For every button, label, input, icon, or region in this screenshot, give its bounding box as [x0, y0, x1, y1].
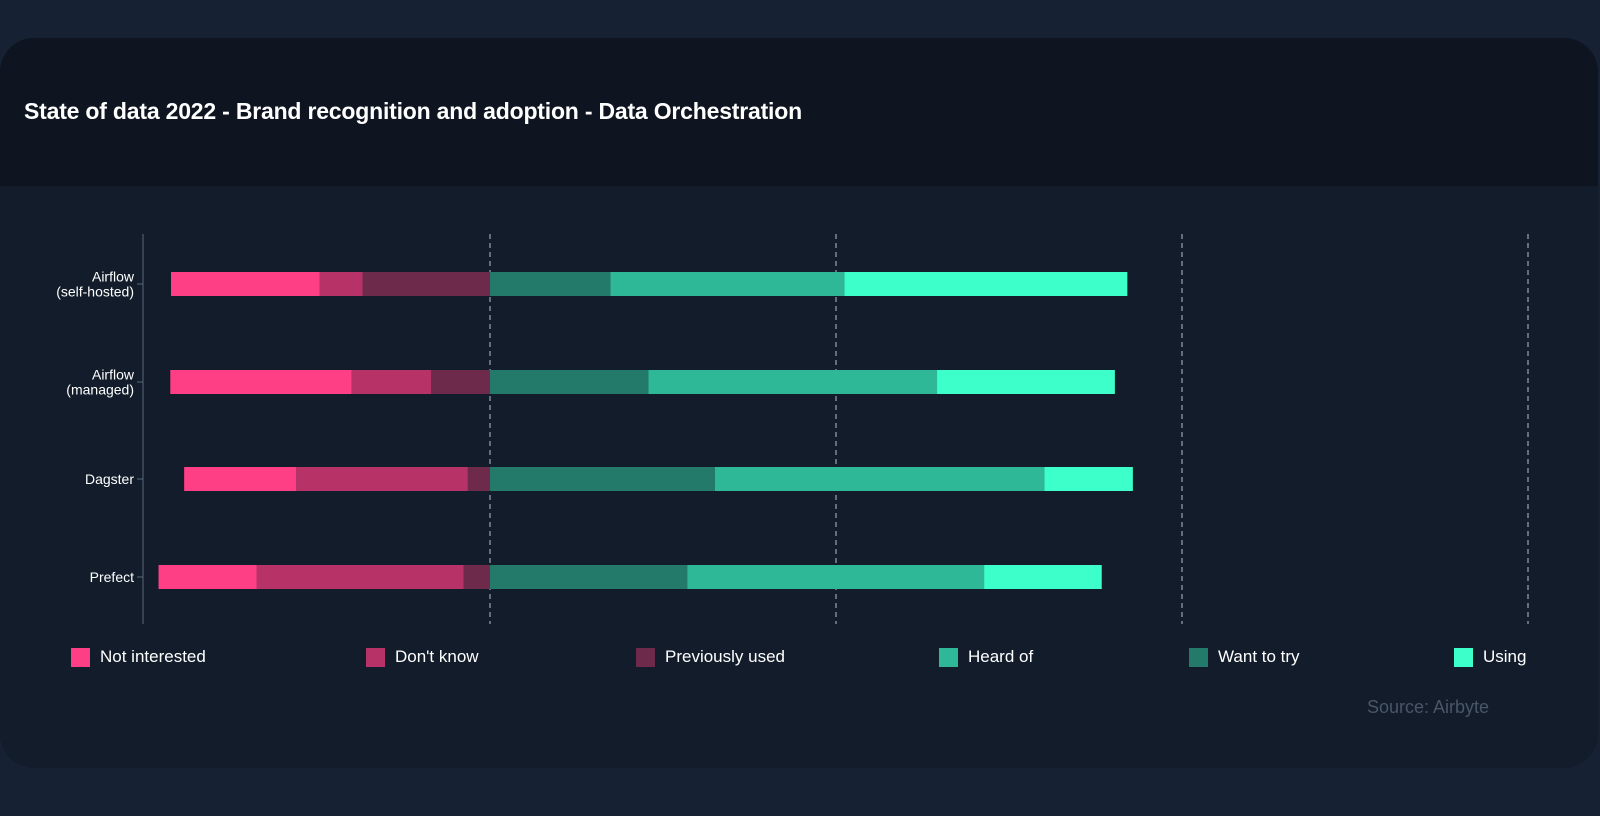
bar-don-t-know [319, 272, 363, 296]
legend-label: Using [1483, 647, 1527, 666]
category-label: Prefect [90, 569, 134, 585]
chart-card: State of data 2022 - Brand recognition a… [0, 38, 1598, 768]
bar-don-t-know [256, 565, 464, 589]
bar-previously-used [463, 565, 490, 589]
bar-want-to-try [490, 272, 611, 296]
legend-item-previously-used: Previously used [636, 646, 785, 668]
bar-not-interested [184, 467, 297, 491]
category-label-line: Prefect [90, 569, 134, 585]
bar-want-to-try [490, 565, 688, 589]
legend-item-using: Using [1454, 646, 1526, 668]
legend-label: Not interested [100, 647, 206, 666]
category-label-line: Dagster [85, 471, 134, 487]
bar-don-t-know [351, 370, 432, 394]
legend-label: Previously used [665, 647, 786, 666]
legend-item-heard-of: Heard of [939, 646, 1033, 668]
category-label: Dagster [85, 471, 134, 487]
bar-not-interested [158, 565, 257, 589]
legend-label: Heard of [968, 647, 1034, 666]
bar-using [844, 272, 1128, 296]
bar-heard-of [714, 467, 1045, 491]
bar-using [1044, 467, 1133, 491]
bar-want-to-try [490, 467, 715, 491]
legend-swatch [71, 647, 90, 667]
legend-swatch [939, 647, 958, 667]
bar-previously-used [431, 370, 490, 394]
legend-swatch [366, 647, 385, 667]
category-label-line: (self-hosted) [56, 284, 134, 300]
category-label-line: (managed) [66, 382, 134, 398]
chart-title: State of data 2022 - Brand recognition a… [24, 98, 802, 124]
legend-item-not-interested: Not interested [71, 646, 206, 668]
bar-not-interested [170, 370, 352, 394]
legend-item-want-to-try: Want to try [1189, 646, 1300, 668]
legend-label: Want to try [1218, 647, 1300, 666]
legend-swatch [1454, 647, 1473, 667]
bar-previously-used [362, 272, 490, 296]
bar-heard-of [610, 272, 845, 296]
category-label: Airflow (self-hosted) [56, 269, 135, 300]
bar-heard-of [687, 565, 985, 589]
legend-swatch [1189, 647, 1208, 667]
bar-not-interested [170, 272, 320, 296]
bar-using [984, 565, 1102, 589]
legend-swatch [636, 647, 655, 667]
legend-label: Don't know [395, 647, 479, 666]
category-label: Airflow (managed) [66, 367, 135, 398]
bar-heard-of [648, 370, 938, 394]
bar-previously-used [467, 467, 490, 491]
source-note: Source: Airbyte [1367, 697, 1490, 717]
bar-using [937, 370, 1115, 394]
bar-want-to-try [490, 370, 649, 394]
category-label-line: Airflow [92, 367, 135, 383]
bar-don-t-know [296, 467, 468, 491]
chart-header: State of data 2022 - Brand recognition a… [0, 38, 1598, 186]
category-label-line: Airflow [92, 269, 135, 285]
legend-item-don-t-know: Don't know [366, 646, 479, 668]
